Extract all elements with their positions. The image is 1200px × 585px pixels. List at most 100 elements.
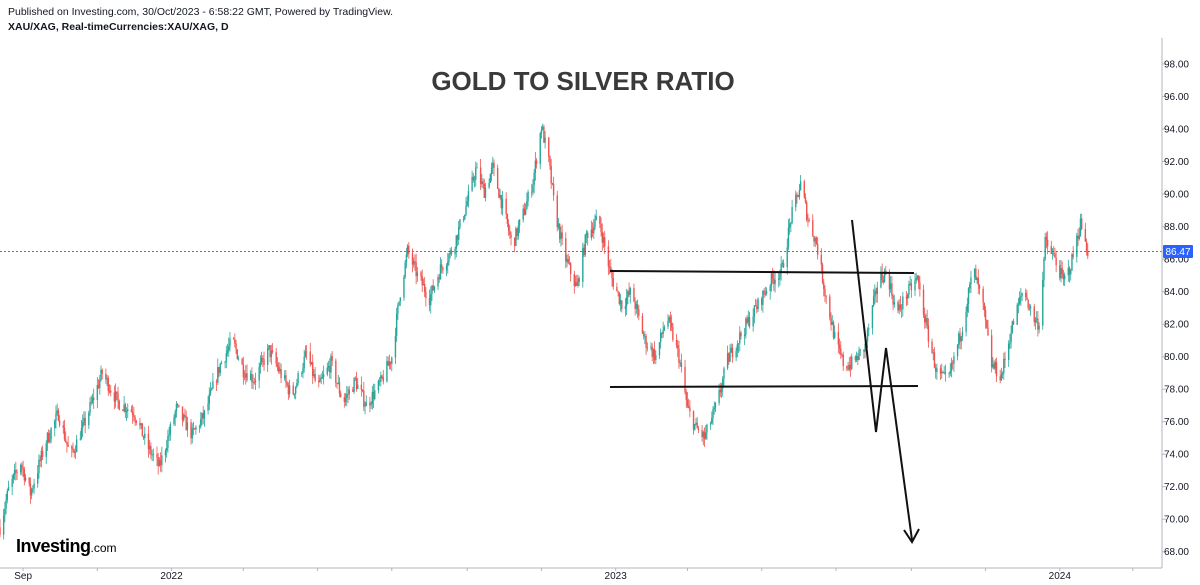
candle [813, 235, 815, 247]
candle [1010, 325, 1012, 349]
candle [353, 377, 355, 394]
investing-logo: Investing.com [16, 536, 117, 557]
candle [433, 285, 436, 294]
candle [439, 257, 442, 280]
candle [967, 287, 970, 313]
candle [936, 363, 938, 380]
candle [815, 236, 818, 245]
candle [423, 277, 426, 298]
candle [875, 287, 877, 303]
candle [134, 415, 136, 426]
candle [863, 349, 865, 359]
candle [736, 340, 739, 358]
candle [99, 374, 101, 395]
candle [754, 298, 757, 307]
candle [686, 391, 689, 408]
price-tick-label: 70.00 [1164, 515, 1189, 526]
candle [706, 423, 708, 440]
candle [931, 338, 933, 354]
candle [161, 446, 163, 473]
time-tick-label: 2024 [1049, 571, 1072, 582]
candle [578, 276, 580, 287]
candle [872, 288, 875, 308]
candle [297, 370, 299, 386]
candle [773, 270, 775, 292]
candle [365, 395, 367, 407]
candle [133, 406, 135, 422]
candle [127, 403, 129, 419]
candle [966, 297, 969, 318]
candle [696, 417, 698, 429]
candle [915, 272, 917, 284]
candle [92, 388, 95, 409]
candle [329, 358, 331, 379]
candle [186, 416, 189, 438]
candle [953, 352, 955, 372]
candle [670, 314, 673, 332]
candle [612, 271, 614, 290]
candle [458, 221, 460, 245]
candle [1084, 222, 1087, 242]
candle [173, 414, 175, 426]
candle [658, 342, 661, 360]
candle [788, 218, 791, 235]
price-axis[interactable]: 68.00 70.00 72.00 74.00 76.00 78.00 80.00 82.00… [1162, 60, 1189, 559]
candle [72, 442, 74, 453]
candle [122, 408, 124, 411]
candle [1051, 247, 1054, 260]
candle [1035, 311, 1038, 324]
candle [258, 362, 260, 389]
candle [83, 411, 85, 426]
candle [241, 357, 243, 365]
candle [701, 424, 703, 442]
candle [408, 242, 410, 259]
candle [814, 236, 816, 248]
candle [304, 345, 307, 358]
candle [796, 192, 798, 204]
candle [131, 404, 134, 424]
candle [841, 353, 843, 358]
candle [437, 274, 439, 290]
candle [837, 323, 840, 354]
candle [601, 223, 603, 251]
candle [987, 319, 989, 337]
candle [781, 260, 784, 268]
candle [232, 336, 235, 340]
time-axis[interactable]: Sep 2022 2023 2024 [14, 568, 1134, 582]
candle [218, 366, 220, 378]
candle [636, 299, 639, 319]
candle [621, 299, 623, 313]
candle [338, 376, 341, 398]
price-tick-label: 86.00 [1164, 255, 1189, 266]
candle [675, 334, 678, 349]
price-tick-label: 74.00 [1164, 450, 1189, 461]
candle [549, 155, 551, 170]
candle [803, 179, 805, 199]
candle [1080, 213, 1083, 231]
candle [949, 363, 951, 377]
candle [496, 164, 499, 189]
candle [770, 272, 773, 292]
candle [534, 152, 537, 181]
candle [560, 226, 562, 247]
candle [481, 173, 483, 188]
candle [697, 425, 700, 434]
candle-series [0, 123, 1089, 540]
candle [498, 187, 500, 198]
candle [280, 363, 282, 384]
candle [882, 275, 885, 285]
candle [909, 276, 911, 286]
candle [374, 383, 376, 401]
candle [262, 354, 264, 367]
candle [276, 357, 279, 372]
candle [327, 360, 330, 372]
candle [394, 327, 397, 365]
candle [47, 429, 50, 444]
price-tick-label: 98.00 [1164, 60, 1189, 71]
candle [370, 401, 372, 409]
candle [958, 331, 960, 349]
candle [851, 353, 853, 371]
candle [62, 420, 64, 434]
candle [243, 370, 246, 381]
